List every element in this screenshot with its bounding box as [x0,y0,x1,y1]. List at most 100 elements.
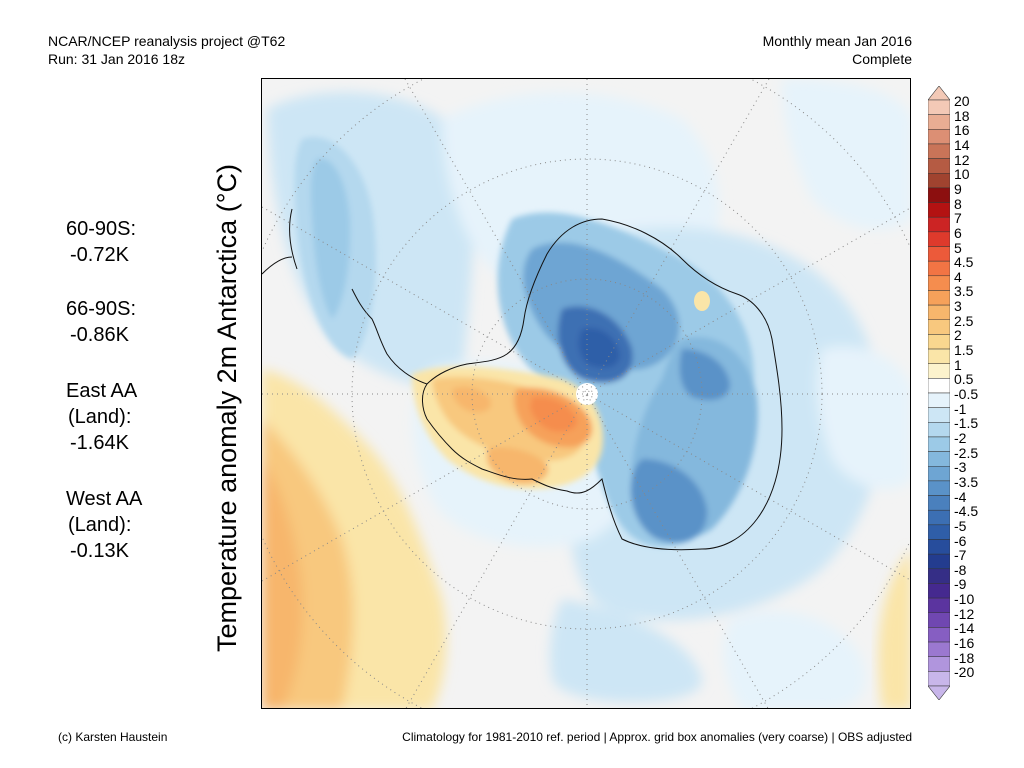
colorbar-tick-label: 1 [954,356,962,373]
stat-value: -0.13K [70,540,129,562]
colorbar-swatch [928,363,950,379]
colorbar-tick-label: -9 [954,576,967,593]
graticule [262,79,910,708]
colorbar-tick-label: 8 [954,195,962,212]
colorbar-swatch [928,260,950,277]
warm-anomaly-small [694,291,710,311]
colorbar-tick-label: 2.5 [954,312,974,329]
colorbar-tick-label: -2 [954,429,967,446]
stat-label: 66-90S: [66,298,137,320]
colorbar-tick-label: -2.5 [954,444,979,461]
coastlines [262,208,783,551]
warm-anomaly-right [878,551,910,708]
colorbar-swatch [928,202,950,218]
colorbar-swatch [928,524,950,540]
colorbar-tick-label: 7 [954,210,962,227]
colorbar-swatch [928,187,950,203]
colorbar-swatch [928,392,950,408]
colorbar-tick-label: -20 [954,664,975,681]
cool-anomaly-mid [294,137,758,547]
colorbar-tick-label: -18 [954,649,975,666]
colorbar-tick-label: 12 [954,151,970,168]
colorbar-swatch [928,290,950,306]
colorbar-swatch [928,407,950,423]
colorbar-swatch [928,129,950,145]
colorbar-tick-label: 6 [954,224,962,241]
colorbar-tick-label: -10 [954,591,975,608]
colorbar-swatch [928,246,950,262]
colorbar-tick-label: 4 [954,268,962,285]
stat-60-90s: 60-90S: -0.72K [66,216,136,268]
warm-anomaly-left [262,369,447,708]
colorbar-tick-label: -7 [954,547,967,564]
colorbar-swatch [928,173,950,189]
colorbar-tick-label: -12 [954,605,975,622]
colorbar-tick-label: -3 [954,459,967,476]
status-label: Complete [852,51,912,67]
colorbar-swatch [928,583,950,599]
colorbar-swatch [928,275,950,291]
colorbar-tick-label: 5 [954,239,962,256]
colorbar-tick-label: -8 [954,561,967,578]
colorbar-swatch [928,627,950,643]
colorbar-swatch [928,231,950,247]
colorbar-swatch [928,495,950,511]
colorbar-swatch [928,539,950,555]
warm-anomaly-west-antarctica [412,366,603,489]
colorbar-tick-label: -1 [954,400,967,417]
header-left: NCAR/NCEP reanalysis project @T62 Run: 3… [48,32,285,68]
colorbar-swatch [928,671,950,687]
colorbar-swatch [928,216,950,233]
colorbar-tick-label: -1.5 [954,415,979,432]
stat-label: West AA [66,488,143,510]
colorbar-swatch [928,568,950,584]
stat-east-aa: East AA (Land): -1.64K [66,378,137,456]
colorbar-tick-label: 9 [954,180,962,197]
footer-note: Climatology for 1981-2010 ref. period | … [402,730,912,744]
colorbar-swatch [928,509,950,526]
colorbar-swatch [928,612,950,628]
colorbar-swatch [928,304,950,321]
header-right: Monthly mean Jan 2016 Complete [763,32,912,68]
colorbar-tick-label: 10 [954,166,970,183]
colorbar-swatch [928,99,950,115]
colorbar-tick-label: -6 [954,532,967,549]
colorbar-swatch [928,378,950,394]
period-label: Monthly mean Jan 2016 [762,33,912,49]
colorbar-tick-label: -4.5 [954,503,979,520]
colorbar-tick-label: -16 [954,635,975,652]
colorbar-swatch [928,334,950,350]
run-time: Run: 31 Jan 2016 18z [48,51,185,67]
colorbar-tick-label: -14 [954,620,975,637]
credit: (c) Karsten Haustein [58,730,168,744]
stat-sublabel: (Land): [68,406,132,428]
colorbar-tick-label: 1.5 [954,342,974,359]
stat-value: -1.64K [70,432,129,454]
colorbar [928,86,950,700]
colorbar-tick-label: 4.5 [954,254,974,271]
colorbar-tick-label: 20 [954,93,970,109]
stat-label: East AA [66,380,138,402]
colorbar-tick-label: -0.5 [954,386,979,402]
colorbar-swatch [928,348,950,364]
stat-label: 60-90S: [66,218,137,240]
colorbar-swatch [928,114,950,130]
colorbar-swatch [928,466,950,482]
model-title: NCAR/NCEP reanalysis project @T62 [48,33,286,49]
colorbar-swatch [928,597,950,613]
stat-66-90s: 66-90S: -0.86K [66,296,136,348]
stat-sublabel: (Land): [68,514,132,536]
stat-value: -0.72K [70,244,129,266]
colorbar-swatch [928,158,950,174]
colorbar-tick-label: -4 [954,488,967,505]
colorbar-tick-label: 14 [954,136,970,153]
colorbar-tick-label: 0.5 [954,371,974,388]
stat-value: -0.86K [70,324,129,346]
colorbar-swatch [928,422,950,438]
colorbar-tick-label: 3.5 [954,283,974,300]
colorbar-swatch [928,143,950,159]
colorbar-swatch [928,656,950,672]
colorbar-swatch [928,451,950,467]
map-svg [262,79,910,708]
colorbar-swatch [928,480,950,496]
